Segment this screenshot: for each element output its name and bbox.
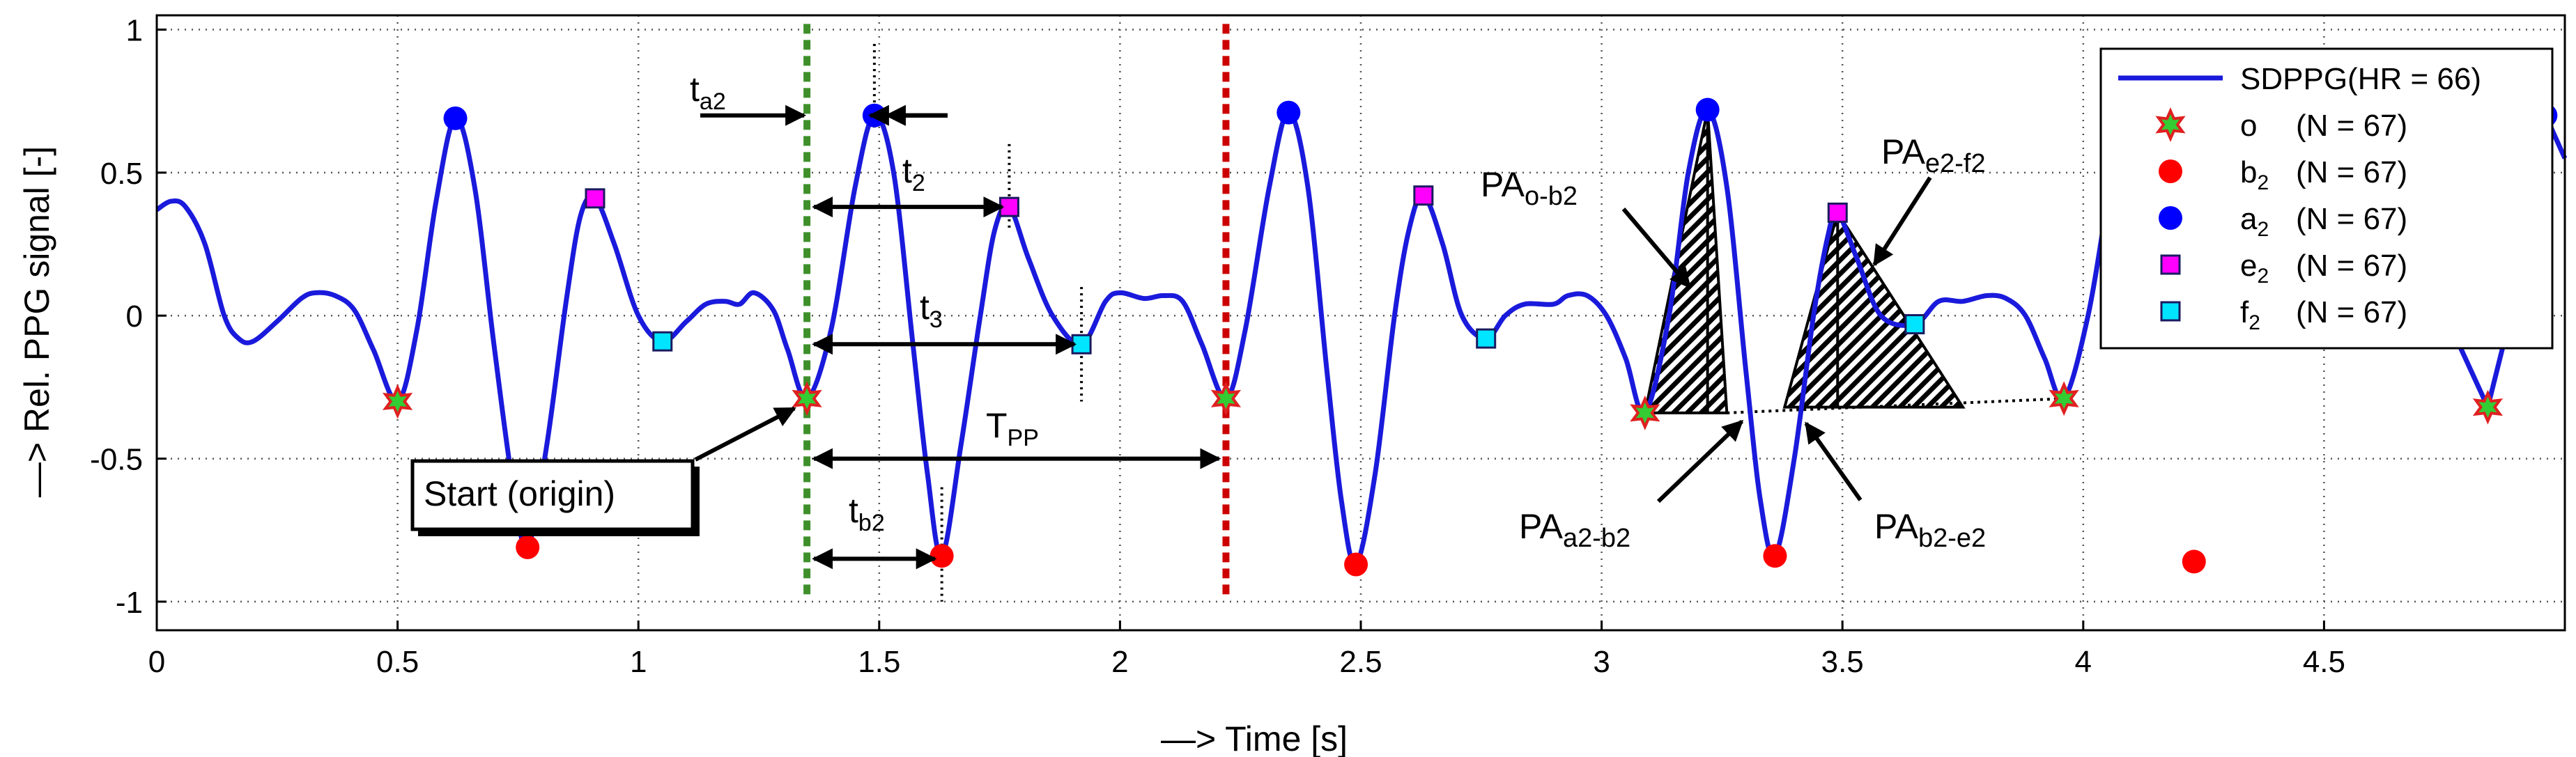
marker-a2 [443, 106, 468, 130]
marker-b2 [2182, 549, 2206, 574]
label-pa-o-b2: PAo-b2 [1481, 165, 1578, 211]
marker-a2 [1277, 100, 1301, 125]
x-tick-label: 2 [1111, 645, 1128, 679]
start-origin-box [410, 459, 695, 531]
x-tick-label: 4 [2075, 645, 2092, 679]
legend-label: o (N = 67) [2240, 109, 2407, 143]
start-origin-box-shadow [693, 467, 700, 535]
marker-a2 [1695, 97, 1720, 122]
label-pa-e2-f2: PAe2-f2 [1881, 132, 1986, 178]
label-t-b2: tb2 [849, 491, 885, 536]
legend: SDPPG(HR = 66) o (N = 67) b2 (N = 67) a2 (N = … [2099, 47, 2554, 350]
x-tick-label: 1 [630, 645, 647, 679]
legend-label: b2 (N = 67) [2240, 155, 2407, 194]
y-tick-label: 1 [126, 14, 143, 48]
marker-b2 [1344, 552, 1368, 577]
legend-swatch-f2 [2160, 301, 2181, 322]
y-tick-label: -0.5 [90, 443, 143, 477]
marker-o [1210, 381, 1242, 416]
start-origin-box-shadow-bottom [418, 529, 700, 536]
label-t-pp: TPP [986, 406, 1039, 451]
axis-ticks: 0 0.5 1 1.5 2 2.5 3 3.5 4 4.5 1 0.5 0 -0.5 -1 [90, 14, 2345, 679]
y-tick-label: 0.5 [100, 157, 143, 191]
legend-label: f2 (N = 67) [2240, 295, 2407, 334]
legend-box [2099, 47, 2554, 350]
marker-e2 [585, 188, 606, 209]
legend-swatch-b2 [2159, 159, 2182, 183]
marker-o [382, 384, 413, 419]
axes-frame [155, 14, 2566, 632]
y-axis-label: —> Rel. PPG signal [-] [17, 146, 56, 497]
marker-o [792, 381, 822, 416]
marker-o [1630, 395, 1660, 430]
legend-label: a2 (N = 67) [2240, 202, 2407, 241]
marker-f2 [1071, 334, 1092, 354]
annotation-labels: ta2 t2 t3 TPP tb2 Start (origin) PAo-b2 … [410, 70, 1986, 553]
label-pa-a2-b2: PAa2-b2 [1519, 507, 1630, 553]
x-tick-label: 0 [148, 645, 165, 679]
marker-f2 [1476, 328, 1497, 349]
baseline-dotted [1727, 397, 2065, 414]
label-t-3: t3 [920, 288, 943, 333]
label-t-2: t2 [902, 151, 925, 196]
x-tick-label: 4.5 [2303, 645, 2345, 679]
x-tick-label: 3.5 [1821, 645, 1864, 679]
legend-swatch-a2 [2159, 206, 2182, 230]
marker-f2 [652, 331, 673, 352]
legend-label: e2 (N = 67) [2240, 249, 2407, 288]
marker-b2 [930, 544, 954, 568]
arrow-pa-e2-f2 [1872, 176, 1932, 267]
marker-e2 [1827, 202, 1848, 223]
marker-e2 [1413, 185, 1434, 206]
y-tick-label: 0 [126, 299, 143, 334]
arrow-pa-a2-b2 [1656, 419, 1744, 504]
label-t-a2: ta2 [690, 70, 726, 115]
start-origin-label: Start (origin) [424, 474, 615, 513]
sdppg-signal-line [157, 107, 2110, 568]
marker-b2 [1763, 544, 1787, 568]
arrow-start-origin [694, 406, 796, 462]
marker-o [2472, 389, 2504, 425]
legend-label: SDPPG(HR = 66) [2240, 62, 2481, 96]
x-tick-label: 3 [1593, 645, 1610, 679]
marker-f2 [1904, 314, 1925, 335]
legend-swatch-o [2155, 107, 2186, 142]
y-tick-label: -1 [116, 586, 143, 620]
x-axis-label: —> Time [s] [1161, 719, 1348, 757]
marker-e2 [998, 196, 1019, 217]
x-tick-label: 1.5 [858, 645, 900, 679]
x-tick-label: 2.5 [1339, 645, 1382, 679]
arrow-pa-b2-e2 [1804, 421, 1862, 501]
marker-b2 [516, 535, 540, 559]
legend-swatch-e2 [2160, 254, 2181, 275]
label-pa-b2-e2: PAb2-e2 [1874, 507, 1986, 553]
annotation-arrows [694, 104, 1932, 570]
marker-o [2049, 381, 2079, 416]
arrow-pa-o-b2 [1621, 208, 1692, 289]
x-tick-label: 0.5 [376, 645, 419, 679]
